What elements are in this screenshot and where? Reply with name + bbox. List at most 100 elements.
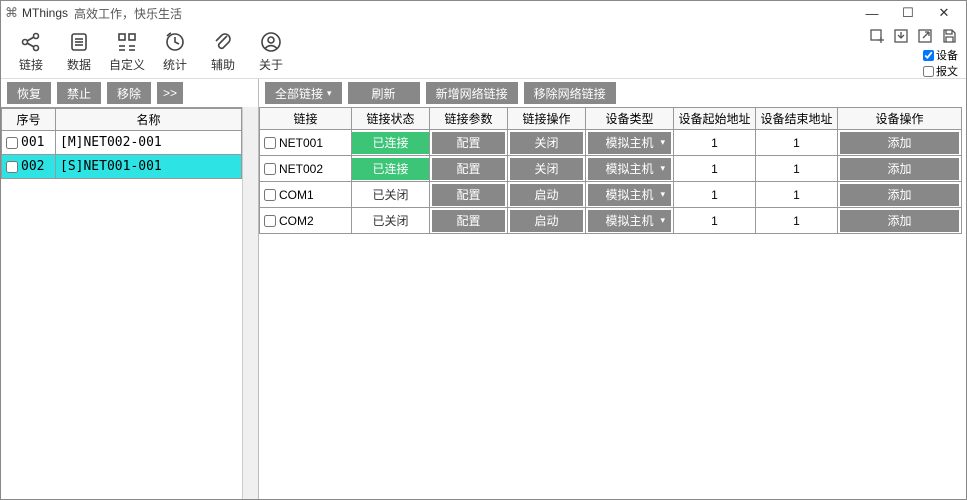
clock-icon (163, 30, 187, 56)
config-button[interactable]: 配置 (432, 158, 505, 180)
list-icon (67, 30, 91, 56)
more-button[interactable]: >> (157, 82, 183, 104)
link-op-button[interactable]: 启动 (510, 210, 583, 232)
toolbar-label: 统计 (163, 56, 187, 73)
end-addr-cell: 1 (756, 156, 838, 182)
toolbar-clock-button[interactable]: 统计 (151, 25, 199, 79)
toolbar-checkbox[interactable] (923, 50, 934, 61)
link-row-checkbox[interactable] (264, 163, 276, 175)
remove-button[interactable]: 移除 (107, 82, 151, 104)
end-addr-cell: 1 (756, 208, 838, 234)
link-op-button[interactable]: 关闭 (510, 132, 583, 154)
user-icon (259, 30, 283, 56)
add-device-button[interactable]: 添加 (840, 158, 959, 180)
link-table-row: COM2已关闭配置启动模拟主机▾11添加 (260, 208, 962, 234)
toolbar-checkbox-row: 报文 (923, 63, 958, 79)
left-table: 序号 名称 001[M]NET002-001002[S]NET001-001 (1, 107, 242, 499)
config-button[interactable]: 配置 (432, 184, 505, 206)
app-icon: ⌘ (5, 5, 18, 21)
row-name: [M]NET002-001 (56, 131, 242, 155)
toolbar-grid-button[interactable]: 自定义 (103, 25, 151, 79)
right-table: 链接 链接状态 链接参数 链接操作 设备类型 设备起始地址 设备结束地址 设备操… (259, 107, 966, 499)
content-area: 恢复 禁止 移除 >> 序号 名称 001[M]NET002-001002[S]… (1, 79, 966, 499)
toolbar-clip-button[interactable]: 辅助 (199, 25, 247, 79)
refresh-button[interactable]: 刷新 (348, 82, 420, 104)
rth-params: 链接参数 (430, 108, 508, 130)
left-button-row: 恢复 禁止 移除 >> (1, 79, 258, 107)
app-window: ⌘ MThings 高效工作，快乐生活 — ☐ ✕ 链接数据自定义统计辅助关于 … (0, 0, 967, 500)
maximize-button[interactable]: ☐ (890, 1, 926, 25)
chevron-down-icon: ▾ (660, 215, 665, 226)
device-type-dropdown[interactable]: 模拟主机▾ (588, 132, 671, 154)
share-icon (19, 30, 43, 56)
link-name-cell: NET001 (260, 130, 352, 156)
status-closed: 已关闭 (372, 188, 408, 202)
device-type-dropdown[interactable]: 模拟主机▾ (588, 184, 671, 206)
link-name-cell: NET002 (260, 156, 352, 182)
remove-network-link-button[interactable]: 移除网络链接 (524, 82, 616, 104)
link-name-cell: COM2 (260, 208, 352, 234)
config-button[interactable]: 配置 (432, 132, 505, 154)
toolbar-label: 链接 (19, 56, 43, 73)
row-name: [S]NET001-001 (56, 155, 242, 179)
device-type-dropdown[interactable]: 模拟主机▾ (588, 158, 671, 180)
start-addr-cell: 1 (674, 208, 756, 234)
device-list-row[interactable]: 002[S]NET001-001 (2, 155, 242, 179)
status-connected: 已连接 (352, 132, 429, 154)
device-list-row[interactable]: 001[M]NET002-001 (2, 131, 242, 155)
link-table-row: COM1已关闭配置启动模拟主机▾11添加 (260, 182, 962, 208)
toolbar-list-button[interactable]: 数据 (55, 25, 103, 79)
toolbar-label: 辅助 (211, 56, 235, 73)
toolbar-checkbox[interactable] (923, 66, 934, 77)
restore-button[interactable]: 恢复 (7, 82, 51, 104)
grid-icon (115, 30, 139, 56)
close-button[interactable]: ✕ (926, 1, 962, 25)
minimize-button[interactable]: — (854, 1, 890, 25)
row-checkbox[interactable] (6, 137, 18, 149)
link-table-row: NET001已连接配置关闭模拟主机▾11添加 (260, 130, 962, 156)
toolbar-share-button[interactable]: 链接 (7, 25, 55, 79)
new-window-icon[interactable] (868, 27, 886, 45)
add-device-button[interactable]: 添加 (840, 210, 959, 232)
row-idx: 001 (2, 131, 56, 155)
rth-status: 链接状态 (352, 108, 430, 130)
add-device-button[interactable]: 添加 (840, 132, 959, 154)
chevron-down-icon: ▾ (327, 88, 332, 99)
rth-op: 链接操作 (508, 108, 586, 130)
export-icon[interactable] (916, 27, 934, 45)
left-scrollbar[interactable] (242, 107, 258, 499)
import-icon[interactable] (892, 27, 910, 45)
toolbar-user-button[interactable]: 关于 (247, 25, 295, 79)
start-addr-cell: 1 (674, 156, 756, 182)
rth-endaddr: 设备结束地址 (756, 108, 838, 130)
row-idx: 002 (2, 155, 56, 179)
link-row-checkbox[interactable] (264, 189, 276, 201)
link-op-button[interactable]: 启动 (510, 184, 583, 206)
rth-devtype: 设备类型 (586, 108, 674, 130)
rth-startaddr: 设备起始地址 (674, 108, 756, 130)
chevron-down-icon: ▾ (660, 163, 665, 174)
left-panel: 恢复 禁止 移除 >> 序号 名称 001[M]NET002-001002[S]… (1, 79, 259, 499)
toolbar-label: 关于 (259, 56, 283, 73)
right-panel: 全部链接▾ 刷新 新增网络链接 移除网络链接 链接 链接状态 链接参数 链接操作 (259, 79, 966, 499)
add-network-link-button[interactable]: 新增网络链接 (426, 82, 518, 104)
config-button[interactable]: 配置 (432, 210, 505, 232)
save-icon[interactable] (940, 27, 958, 45)
row-checkbox[interactable] (6, 161, 18, 173)
all-links-dropdown[interactable]: 全部链接▾ (265, 82, 342, 104)
toolbar-right: 设备报文 (868, 27, 958, 79)
link-op-button[interactable]: 关闭 (510, 158, 583, 180)
rth-devop: 设备操作 (838, 108, 962, 130)
chevron-down-icon: ▾ (660, 137, 665, 148)
forbid-button[interactable]: 禁止 (57, 82, 101, 104)
link-row-checkbox[interactable] (264, 215, 276, 227)
left-th-name: 名称 (56, 109, 242, 131)
add-device-button[interactable]: 添加 (840, 184, 959, 206)
link-table-row: NET002已连接配置关闭模拟主机▾11添加 (260, 156, 962, 182)
clip-icon (211, 30, 235, 56)
toolbar-label: 数据 (67, 56, 91, 73)
toolbar-checkbox-label: 报文 (936, 63, 958, 79)
link-row-checkbox[interactable] (264, 137, 276, 149)
device-type-dropdown[interactable]: 模拟主机▾ (588, 210, 671, 232)
titlebar: ⌘ MThings 高效工作，快乐生活 — ☐ ✕ (1, 1, 966, 25)
